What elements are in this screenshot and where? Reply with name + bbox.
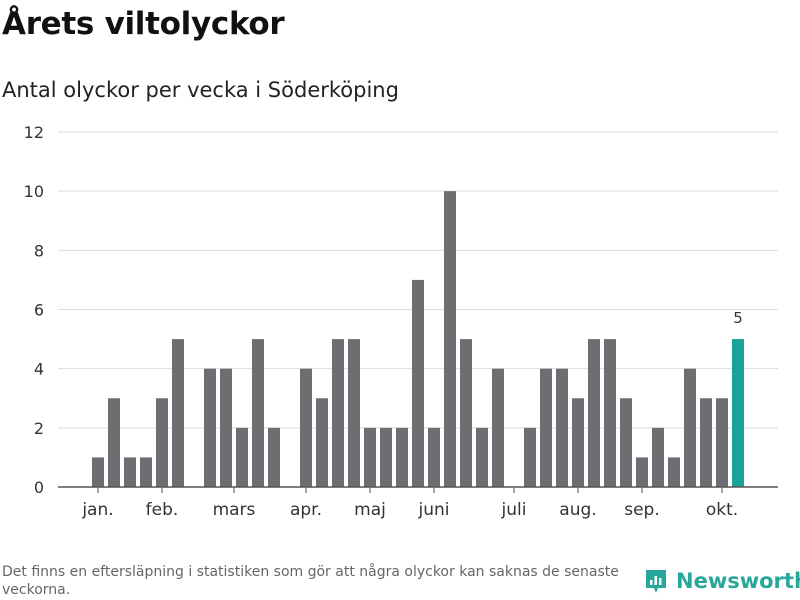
y-tick-label: 8 <box>34 241 44 260</box>
x-tick-label: feb. <box>146 500 179 520</box>
bar <box>476 427 488 487</box>
x-tick-label: jan. <box>81 500 113 520</box>
bar <box>140 457 152 487</box>
x-tick-label: sep. <box>624 500 660 520</box>
bar <box>172 339 184 487</box>
bar <box>124 457 136 487</box>
bar <box>268 427 280 487</box>
bar <box>444 191 456 487</box>
brand-logo[interactable]: Newsworthy <box>644 568 800 594</box>
chart-title: Årets viltolyckor <box>2 6 285 42</box>
bar <box>684 368 696 487</box>
x-tick-label: aug. <box>559 500 596 520</box>
bar <box>492 368 504 487</box>
bar <box>700 398 712 487</box>
brand-name: Newsworthy <box>676 569 800 593</box>
bar <box>540 368 552 487</box>
bar <box>92 457 104 487</box>
x-tick-label: maj <box>354 500 386 520</box>
y-tick-label: 0 <box>34 478 44 497</box>
y-tick-label: 6 <box>34 301 44 320</box>
bar <box>108 398 120 487</box>
y-tick-label: 10 <box>24 182 44 201</box>
x-tick-label: juni <box>418 500 450 520</box>
bar <box>348 339 360 487</box>
bar <box>636 457 648 487</box>
x-tick-label: juli <box>501 500 527 520</box>
y-tick-label: 12 <box>24 123 44 142</box>
bar <box>588 339 600 487</box>
bar <box>716 398 728 487</box>
bar <box>316 398 328 487</box>
bar <box>332 339 344 487</box>
bar <box>220 368 232 487</box>
bar <box>412 279 424 487</box>
x-tick-label: apr. <box>290 500 322 520</box>
data-label: 5 <box>733 309 743 327</box>
x-tick-label: mars <box>213 500 256 520</box>
bar-chart: 0 2 4 6 8 10 12 5 jan. feb. mars apr. maj juni juli aug… <box>24 123 778 520</box>
chart-subtitle: Antal olyckor per vecka i Söderköping <box>2 78 399 102</box>
bar <box>604 339 616 487</box>
bar <box>572 398 584 487</box>
bar <box>460 339 472 487</box>
bar <box>364 427 376 487</box>
bar <box>668 457 680 487</box>
y-tick-label: 2 <box>34 419 44 438</box>
bar <box>652 427 664 487</box>
bar <box>620 398 632 487</box>
bar <box>300 368 312 487</box>
y-tick-label: 4 <box>34 360 44 379</box>
bar <box>524 427 536 487</box>
bar <box>204 368 216 487</box>
bar <box>428 427 440 487</box>
bar <box>556 368 568 487</box>
bar <box>380 427 392 487</box>
highlight-bar <box>732 339 744 487</box>
bar <box>396 427 408 487</box>
x-tick-label: okt. <box>706 500 738 520</box>
bar <box>156 398 168 487</box>
bar-chart-logo-icon <box>646 570 666 593</box>
footnote: Det finns en eftersläpning i statistiken… <box>2 564 619 598</box>
bar <box>252 339 264 487</box>
bar <box>236 427 248 487</box>
